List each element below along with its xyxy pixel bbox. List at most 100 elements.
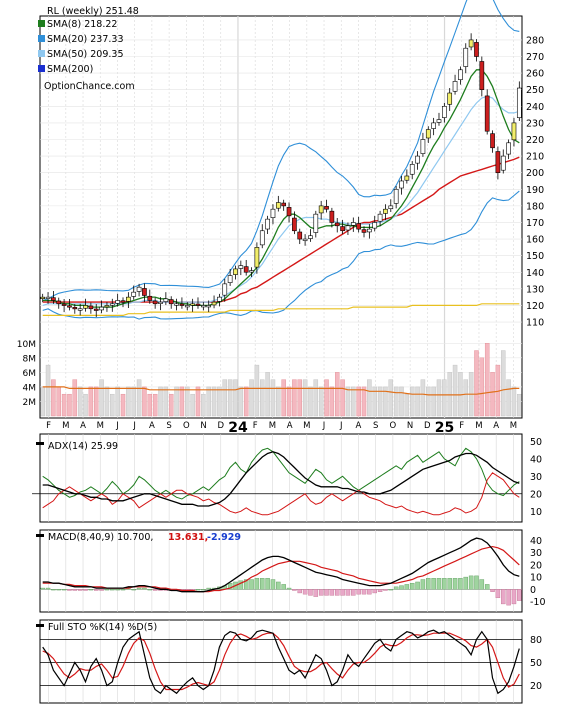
price-y-tick: 230: [526, 118, 544, 129]
candle-body: [463, 47, 469, 67]
candle-body: [88, 305, 94, 310]
price-y-tick: 220: [526, 135, 544, 146]
x-tick-label: S: [166, 421, 171, 431]
candle-body: [142, 288, 147, 296]
volume-bar: [179, 386, 185, 417]
volume-bar: [61, 393, 67, 417]
candle-body: [115, 300, 120, 304]
x-tick-label: 24: [228, 420, 248, 436]
x-tick-label: M: [475, 421, 482, 431]
volume-bar: [501, 350, 506, 417]
candle-body: [490, 133, 495, 149]
volume-bar: [168, 393, 174, 417]
macd-histogram-bar: [458, 578, 463, 590]
macd-swatch: [36, 534, 44, 537]
candle-body: [249, 270, 254, 273]
x-tick-label: M: [62, 421, 69, 431]
x-tick-label: 25: [435, 420, 454, 436]
volume-bar: [404, 393, 410, 417]
adx-y-tick: 50: [530, 437, 542, 448]
candle-body: [399, 180, 404, 189]
price-y-tick: 200: [526, 168, 544, 179]
volume-bar: [40, 386, 45, 417]
volume-bar: [281, 379, 286, 417]
macd-histogram-bar: [93, 589, 99, 591]
macd-histogram-bar: [142, 587, 147, 590]
x-tick-label: N: [200, 421, 206, 431]
candle-body: [500, 155, 506, 171]
volume-bar: [329, 386, 335, 417]
volume-bar: [99, 379, 104, 417]
x-tick-label: F: [253, 421, 258, 431]
candle-body: [324, 206, 329, 210]
price-y-tick: 180: [526, 201, 544, 212]
volume-bar: [447, 372, 452, 417]
upper-band-line: [42, 0, 520, 302]
candle-body: [458, 69, 463, 80]
candle-body: [318, 205, 324, 214]
candle-body: [431, 122, 436, 129]
candle-body: [61, 303, 67, 306]
volume-bar: [238, 386, 244, 417]
sto-y-tick: 20: [530, 681, 542, 692]
candle-body: [334, 222, 340, 227]
macd-y-tick: 30: [530, 548, 542, 559]
macd-y-tick: 0: [530, 585, 536, 596]
candle-body: [372, 222, 378, 229]
volume-bar: [420, 379, 426, 417]
macd-histogram-bar: [356, 589, 361, 595]
volume-bar: [313, 379, 319, 417]
price-y-tick: 210: [526, 152, 544, 163]
volume-bar: [104, 386, 110, 417]
macd-histogram-bar: [243, 579, 249, 590]
x-tick-label: M: [510, 421, 517, 431]
candle-body: [77, 308, 83, 311]
volume-bar: [409, 386, 415, 417]
candle-body: [393, 188, 399, 204]
vol-y-tick: 4M: [23, 383, 37, 393]
macd-histogram-bar: [495, 589, 501, 599]
macd-histogram-bar: [110, 589, 115, 591]
candle-body: [158, 301, 163, 304]
macd-histogram-bar: [479, 579, 485, 590]
candle-body: [131, 291, 137, 297]
x-tick-label: A: [287, 421, 293, 431]
x-tick-label: J: [339, 421, 343, 431]
candle-body: [104, 305, 110, 308]
sto-y-tick: 80: [530, 635, 542, 646]
macd-histogram-bar: [201, 589, 206, 591]
macd-histogram-bar: [308, 589, 313, 596]
candle-body: [420, 139, 426, 154]
candle-body: [211, 301, 217, 306]
candle-body: [93, 308, 99, 311]
volume-bar: [431, 386, 436, 417]
macd-histogram-bar: [436, 578, 442, 590]
volume-bar: [474, 350, 479, 417]
volume-bar: [442, 379, 447, 417]
sma20-swatch: [38, 35, 45, 42]
macd-histogram-bar: [99, 589, 104, 591]
candle-body: [511, 122, 517, 141]
volume-bar: [158, 386, 163, 417]
x-tick-label: J: [322, 421, 326, 431]
volume-bar: [195, 386, 201, 417]
volume-bar: [51, 379, 56, 417]
volume-bar: [324, 379, 329, 417]
macd-histogram-bar: [329, 589, 335, 596]
macd-label: MACD(8,40,9) 10.700,: [48, 532, 153, 543]
candle-body: [297, 231, 303, 240]
candle-body: [281, 202, 287, 207]
volume-bar: [233, 379, 238, 417]
macd-histogram-bar: [195, 589, 201, 591]
macd-histogram-bar: [297, 589, 302, 594]
volume-bar: [308, 386, 313, 417]
macd-histogram-bar: [399, 585, 404, 590]
price-y-tick: 250: [526, 85, 544, 96]
candle-body: [474, 42, 479, 57]
legend-source: OptionChance.com: [44, 81, 135, 92]
candle-body: [302, 238, 308, 241]
volume-bar: [77, 386, 83, 417]
macd-histogram-bar: [324, 589, 329, 596]
candle-body: [163, 298, 169, 302]
